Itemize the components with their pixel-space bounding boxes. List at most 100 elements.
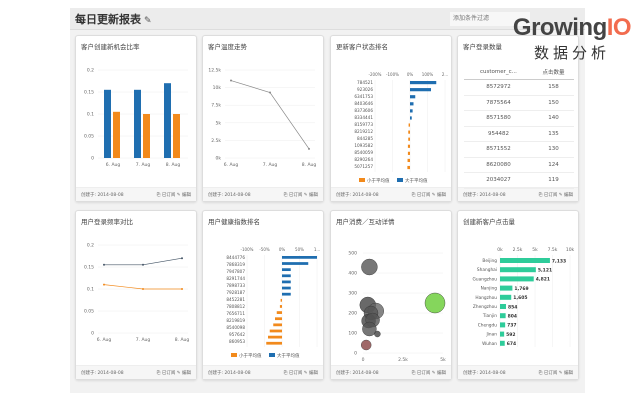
card-title: 客户温度走势	[208, 43, 247, 51]
category-label: Tianjin	[482, 313, 497, 319]
bookmark-icon: ⎘	[411, 371, 416, 376]
subscribe-button[interactable]: ⎘ 已订阅	[412, 193, 431, 198]
category-label: 5071257	[354, 164, 373, 169]
x-tick-label: 8. Aug	[166, 162, 181, 168]
edit-button[interactable]: ✎ 编辑	[559, 193, 573, 198]
edit-label: 编辑	[182, 371, 191, 376]
data-label: 592	[506, 332, 515, 338]
x-tick-label: 7. Aug	[136, 162, 151, 168]
subscribe-button[interactable]: ⎘ 已订阅	[539, 193, 558, 198]
data-point	[142, 263, 144, 266]
subscribe-button[interactable]: ⎘ 已订阅	[284, 371, 303, 376]
bookmark-icon: ⎘	[156, 193, 161, 198]
edit-title-icon[interactable]: ✎	[144, 16, 152, 26]
bar	[500, 313, 506, 319]
bar	[500, 267, 536, 273]
bar	[282, 274, 291, 278]
data-label: 737	[507, 323, 516, 329]
edit-label: 编辑	[309, 193, 318, 198]
chart: 0k 2.5k 5k 7.5k 10k Beijing 7,133 Shanghai 5,121…	[473, 247, 575, 347]
y-tick-label: 100	[348, 331, 357, 337]
bar	[104, 89, 111, 158]
bar	[500, 331, 505, 337]
x-tick-label: 6. Aug	[106, 162, 121, 168]
y-tick-label: 5k	[216, 120, 222, 126]
x-tick-label: 0%	[407, 72, 414, 77]
bubble	[424, 292, 446, 314]
table-cell: 8620080	[464, 157, 533, 173]
table-row: 8571552 130	[464, 141, 574, 158]
card-title: 用户消费／互动详情	[336, 218, 395, 226]
bar	[407, 158, 410, 163]
bubble	[362, 321, 377, 337]
edit-button[interactable]: ✎ 编辑	[304, 193, 318, 198]
data-point	[103, 283, 105, 286]
logo-brand: GrowingIO	[512, 14, 632, 41]
filter-input[interactable]	[450, 12, 530, 26]
card-footer: 创建于: 2014-08-08 ⎘ 已订阅 ✎ 编辑	[203, 187, 323, 201]
category-label: Jinan	[485, 332, 497, 338]
pencil-icon: ✎	[303, 193, 308, 198]
subscribe-button[interactable]: ⎘ 已订阅	[157, 193, 176, 198]
column-header[interactable]: 点击数量	[532, 64, 574, 80]
created-date: 创建于: 2014-08-08	[463, 371, 506, 376]
bar	[500, 276, 534, 282]
edit-button[interactable]: ✎ 编辑	[304, 371, 318, 376]
bookmark-icon: ⎘	[283, 193, 288, 198]
data-label: 674	[507, 341, 516, 347]
table-cell: 954482	[464, 126, 533, 142]
data-point	[181, 288, 183, 290]
subscribe-button[interactable]: ⎘ 已订阅	[539, 371, 558, 376]
bar	[113, 111, 120, 158]
y-tick-label: 0.2	[87, 68, 94, 74]
category-label: 7947807	[226, 269, 245, 274]
legend-swatch	[359, 178, 365, 182]
bar	[410, 95, 416, 99]
bar	[282, 286, 291, 290]
category-label: 8540059	[354, 150, 373, 155]
x-tick-label: 0%	[279, 247, 286, 252]
edit-button[interactable]: ✎ 编辑	[177, 371, 191, 376]
subscribe-label: 已订阅	[543, 371, 558, 376]
y-tick-label: 12.5k	[208, 68, 221, 74]
subscribe-label: 已订阅	[161, 193, 176, 198]
table-cell: 140	[532, 110, 574, 127]
chart: 0k 2.5k 5k 7.5k 10k 12.5k 6. Aug 7. Aug 8. Aug	[208, 68, 316, 169]
bar	[408, 137, 410, 141]
data-point	[230, 79, 232, 82]
logo-tagline: 数据分析	[533, 44, 610, 62]
dashboard-card: 用户健康指数排名 创建于: 2014-08-08 ⎘ 已订阅 ✎ 编辑 -100%…	[202, 210, 324, 380]
bar	[268, 335, 282, 339]
edit-button[interactable]: ✎ 编辑	[559, 371, 573, 376]
table-cell: 8571580	[464, 110, 533, 127]
bar	[269, 329, 282, 333]
created-date: 创建于: 2014-08-08	[463, 193, 506, 198]
category-label: 8334441	[354, 115, 373, 120]
edit-button[interactable]: ✎ 编辑	[177, 193, 191, 198]
edit-button[interactable]: ✎ 编辑	[432, 371, 446, 376]
column-header[interactable]: customer_c...	[464, 64, 533, 80]
bar	[500, 285, 513, 291]
subscribe-button[interactable]: ⎘ 已订阅	[412, 371, 431, 376]
pencil-icon: ✎	[176, 371, 181, 376]
category-label: 8540098	[226, 325, 245, 330]
category-label: Wuhan	[482, 341, 497, 347]
x-tick-label: 7. Aug	[136, 337, 151, 343]
subscribe-button[interactable]: ⎘ 已订阅	[284, 193, 303, 198]
category-label: 844285	[357, 136, 373, 141]
category-label: Nanjing	[481, 286, 498, 292]
bar	[410, 81, 437, 85]
subscribe-button[interactable]: ⎘ 已订阅	[157, 371, 176, 376]
y-tick-label: 0	[354, 351, 357, 357]
legend-label: 小于平均值	[367, 177, 390, 184]
card-title: 客户创建新机会比率	[81, 43, 140, 51]
edit-label: 编辑	[182, 193, 191, 198]
dashboard-header: 每日更新报表 ✎	[70, 8, 585, 30]
logo: GrowingIO 数据分析	[512, 14, 632, 63]
data-point	[181, 257, 183, 260]
category-label: 7808812	[226, 304, 245, 309]
data-point	[103, 263, 105, 266]
edit-button[interactable]: ✎ 编辑	[432, 193, 446, 198]
x-tick-label: 2.5k	[513, 247, 523, 253]
x-tick-label: -200%	[369, 72, 382, 77]
